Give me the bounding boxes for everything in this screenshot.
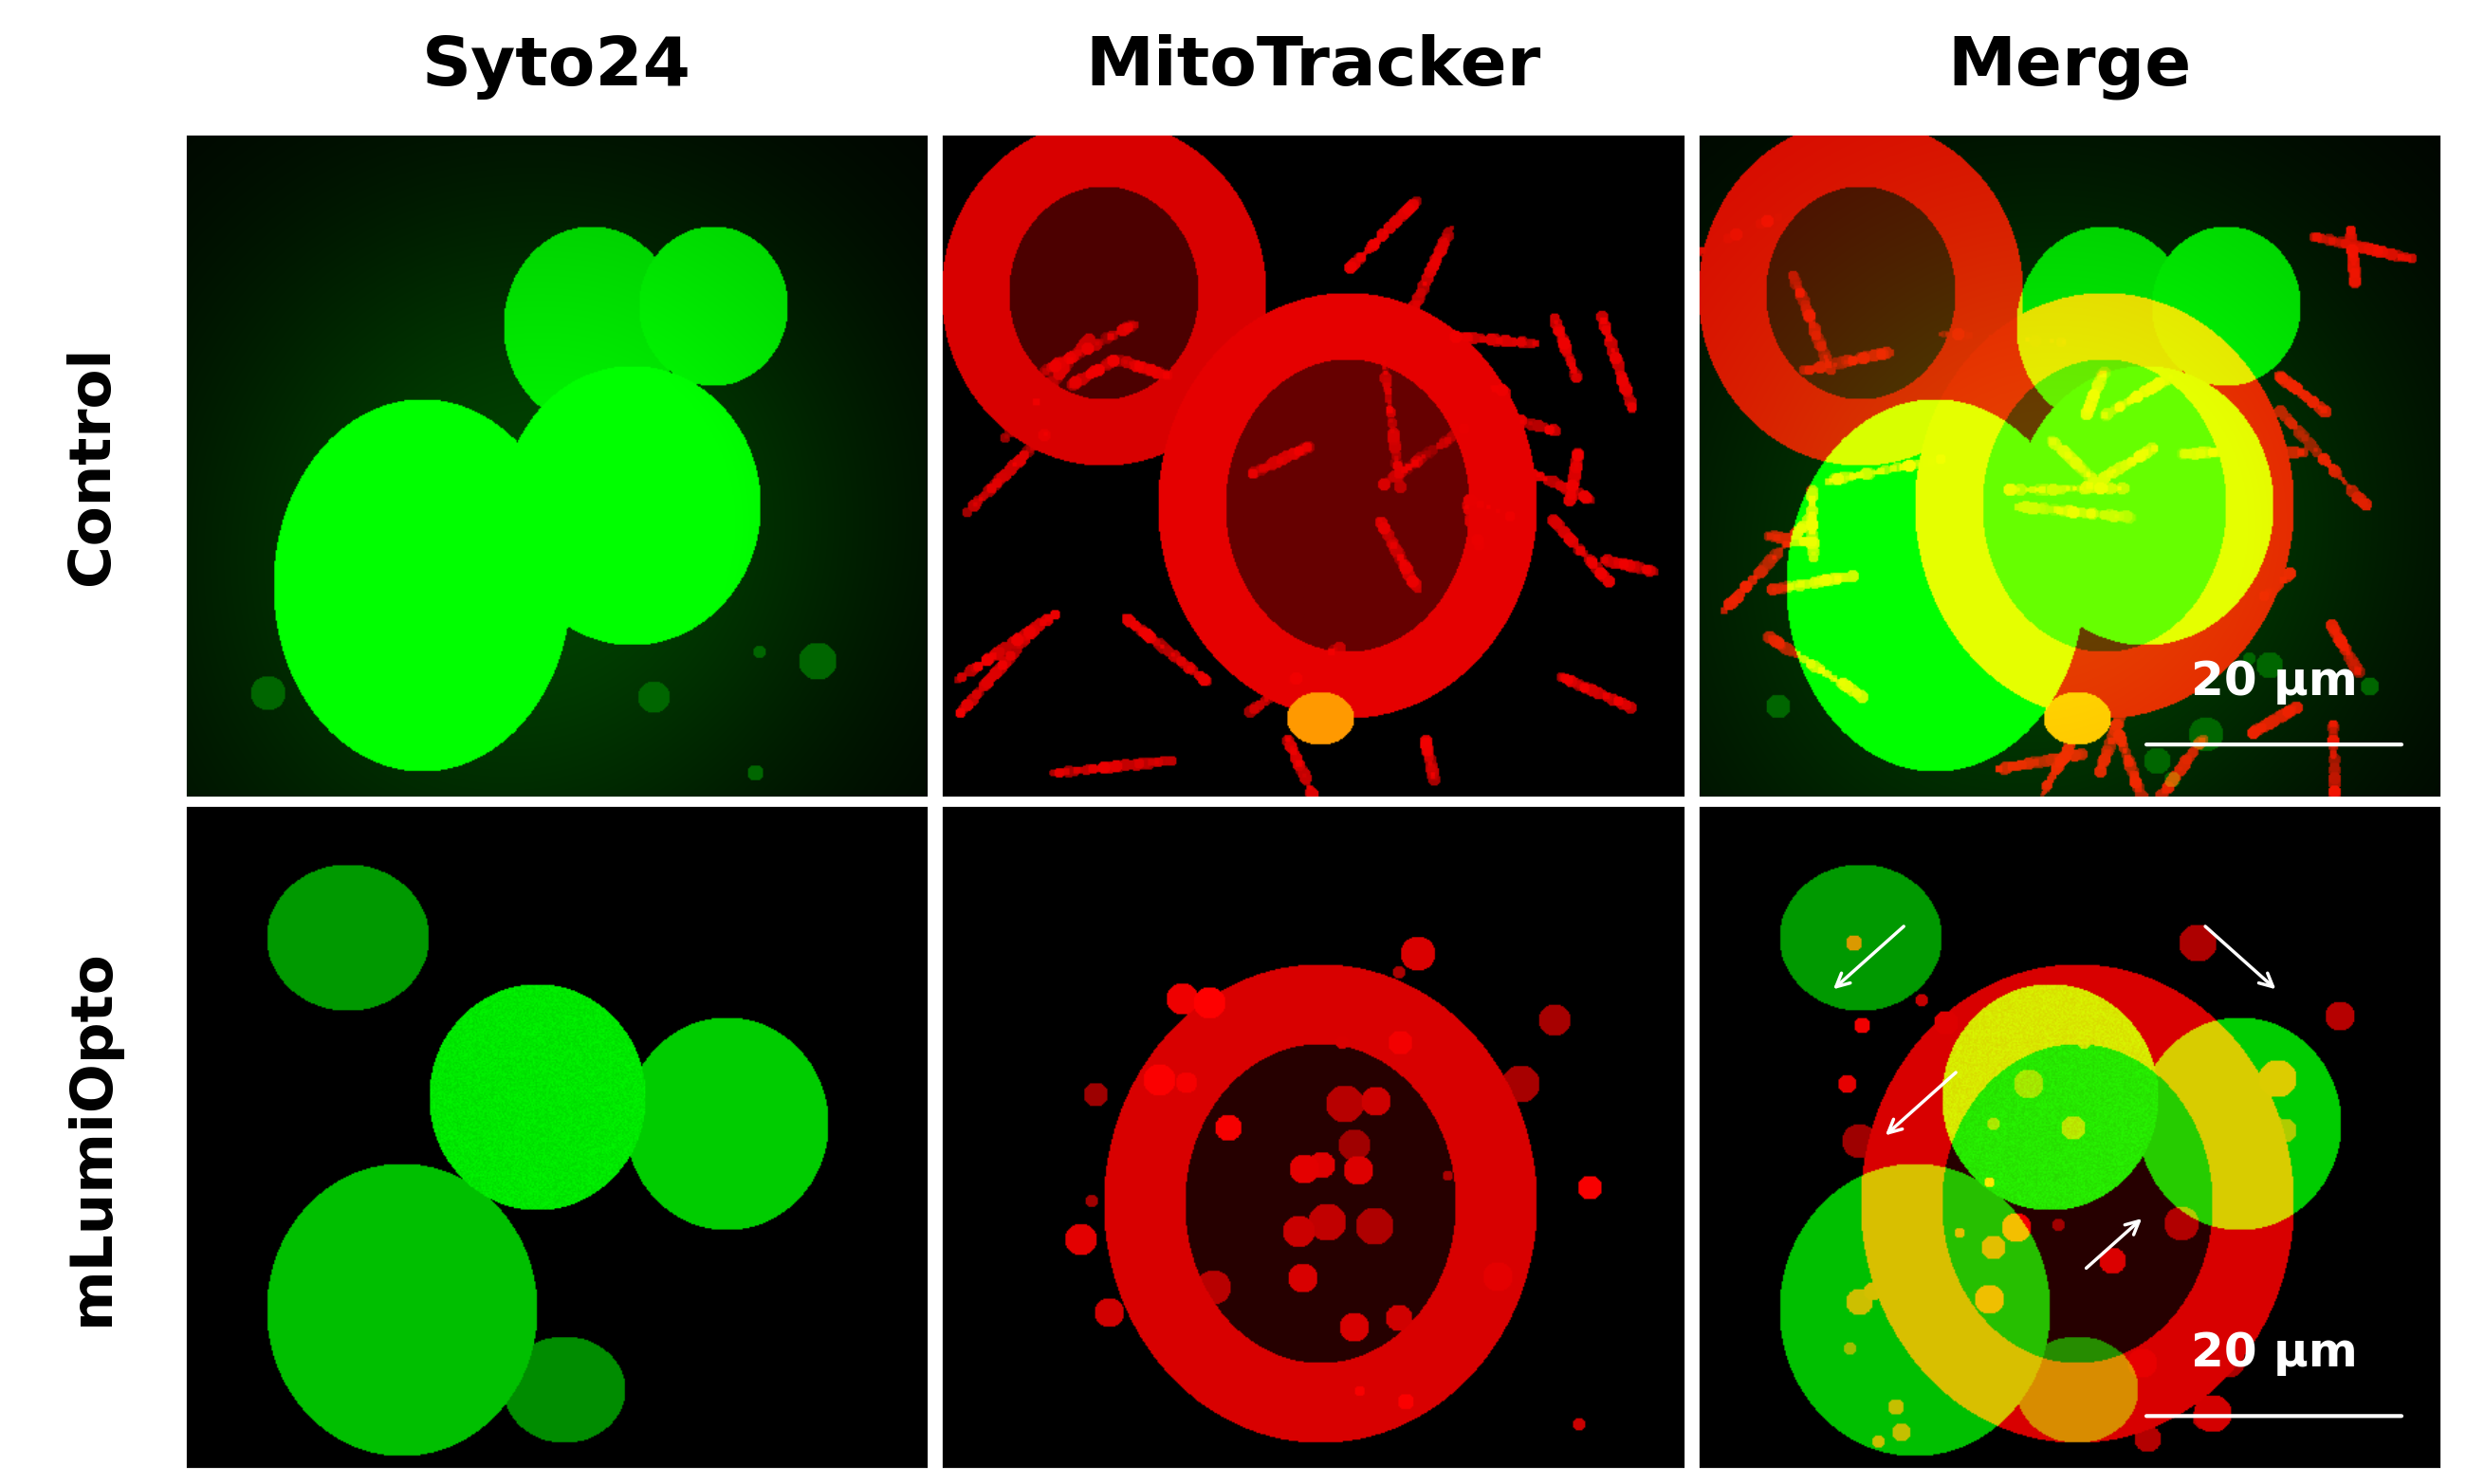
Text: Syto24: Syto24 [422, 34, 690, 99]
Text: MitoTracker: MitoTracker [1085, 34, 1541, 99]
Text: Merge: Merge [1948, 34, 2192, 99]
Text: 20 μm: 20 μm [2190, 1331, 2357, 1376]
Text: mLumiOpto: mLumiOpto [64, 948, 121, 1325]
Text: 20 μm: 20 μm [2190, 659, 2357, 705]
Text: Control: Control [64, 346, 121, 585]
